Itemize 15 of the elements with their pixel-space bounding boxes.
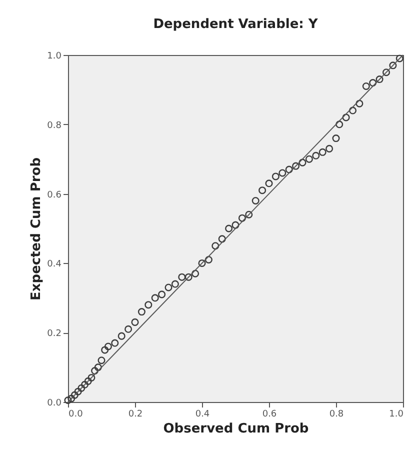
x-tick-label: 1.0 [389, 410, 404, 420]
y-tick-label: 1.0 [47, 52, 62, 62]
x-tick-label: 0.2 [128, 410, 143, 420]
y-axis-title: Expected Cum Prob [29, 158, 44, 300]
y-tick-label: 0.2 [47, 329, 62, 340]
y-tick-label: 0.4 [47, 260, 62, 270]
chart-title: Dependent Variable: Y [153, 17, 318, 32]
x-tick-label: 0.8 [329, 410, 344, 420]
y-tick-label: 0.6 [47, 190, 62, 200]
x-tick-label: 0.6 [262, 410, 277, 420]
x-axis-title: Observed Cum Prob [163, 422, 309, 436]
y-tick-label: 0.8 [47, 120, 62, 131]
x-tick-label: 0.4 [195, 410, 210, 420]
y-tick-label: 0.0 [47, 398, 62, 408]
x-tick-label: 0.0 [68, 410, 84, 420]
